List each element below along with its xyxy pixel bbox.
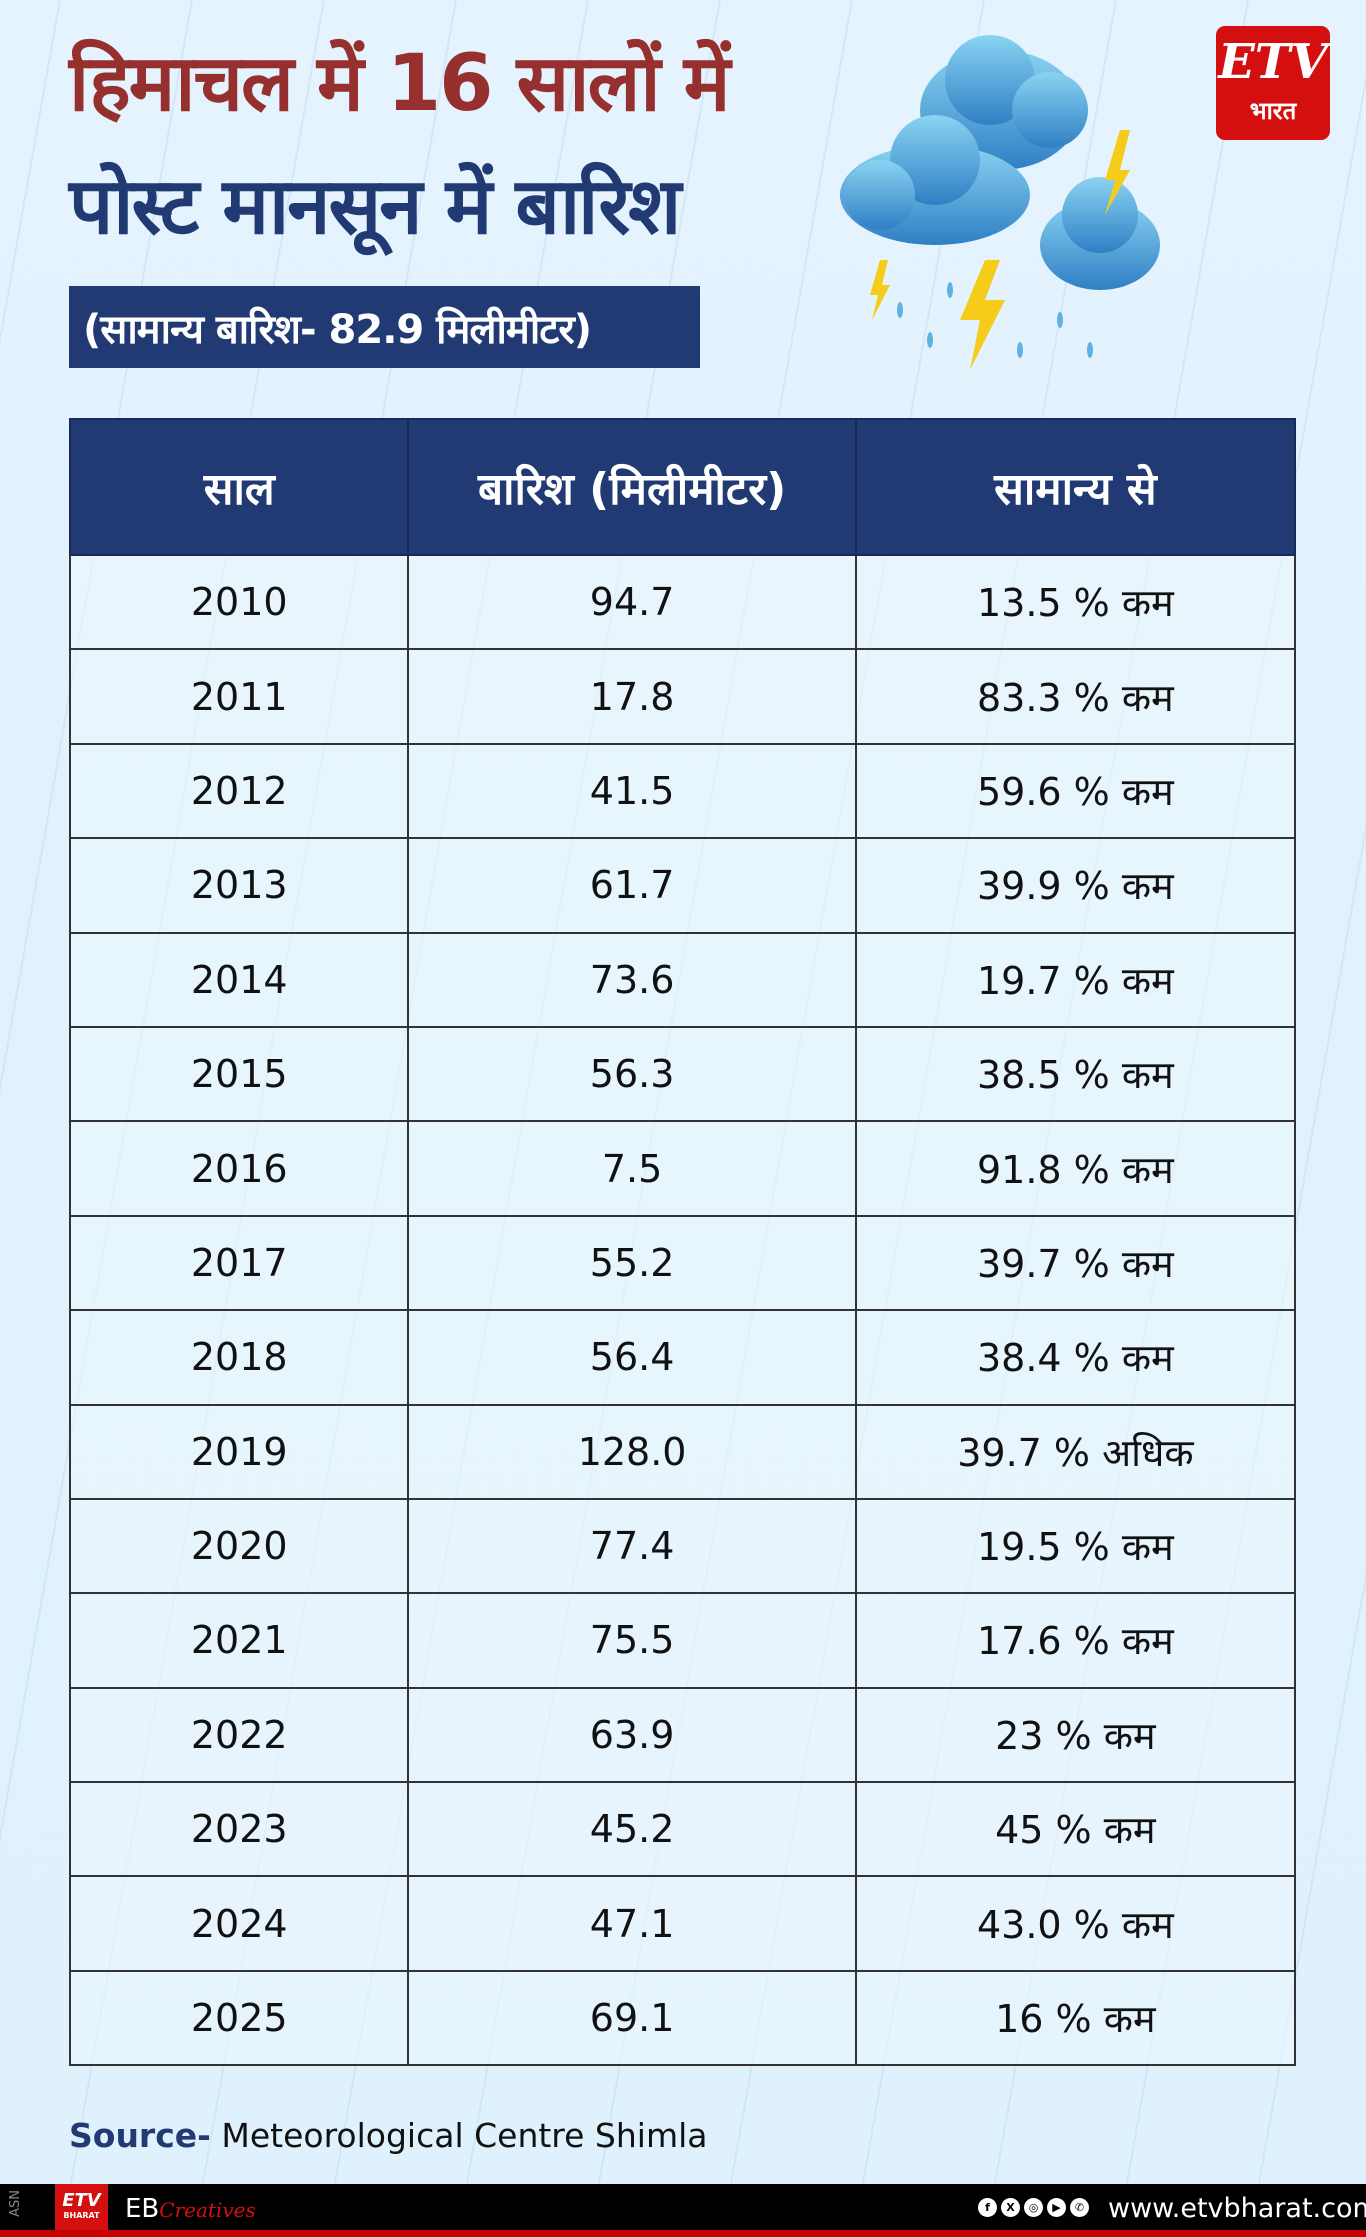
footer-etv-logo: ETV BHARAT xyxy=(55,2184,108,2230)
cell-vs-normal: 43.0 % कम xyxy=(854,1875,1297,1972)
table-row: 2023 45.2 45 % कम xyxy=(68,1781,1297,1878)
cell-rainfall: 45.2 xyxy=(407,1781,857,1878)
cell-year: 2019 xyxy=(68,1403,410,1500)
table-row: 2015 56.3 38.5 % कम xyxy=(68,1025,1297,1123)
cell-year: 2014 xyxy=(68,931,410,1028)
cell-vs-normal: 38.5 % कम xyxy=(854,1025,1297,1123)
header-rainfall: बारिश (मिलीमीटर) xyxy=(407,418,857,556)
cell-vs-normal: 39.9 % कम xyxy=(854,837,1297,934)
table-row: 2022 63.9 23 % कम xyxy=(68,1686,1297,1784)
cell-rainfall: 56.4 xyxy=(407,1309,857,1406)
cell-year: 2023 xyxy=(68,1781,410,1878)
cell-vs-normal: 83.3 % कम xyxy=(854,648,1297,745)
cell-rainfall: 47.1 xyxy=(407,1875,857,1972)
table-row: 2018 56.4 38.4 % कम xyxy=(68,1309,1297,1406)
creatives-text: Creatives xyxy=(159,2198,256,2222)
cell-vs-normal: 59.6 % कम xyxy=(854,742,1297,840)
social-icons: f X ◎ ▶ ✆ xyxy=(978,2198,1089,2217)
header-year: साल xyxy=(68,418,410,556)
table-row: 2014 73.6 19.7 % कम xyxy=(68,931,1297,1028)
cell-year: 2024 xyxy=(68,1875,410,1972)
cell-rainfall: 73.6 xyxy=(407,931,857,1028)
cell-rainfall: 69.1 xyxy=(407,1969,857,2067)
footer-logo-sub: BHARAT xyxy=(63,2211,100,2220)
cell-year: 2025 xyxy=(68,1969,410,2067)
table-row: 2021 75.5 17.6 % कम xyxy=(68,1592,1297,1689)
header-vs-normal: सामान्य से xyxy=(854,418,1297,556)
cell-vs-normal: 39.7 % कम xyxy=(854,1214,1297,1312)
table-row: 2010 94.7 13.5 % कम xyxy=(68,553,1297,651)
cell-year: 2016 xyxy=(68,1120,410,1217)
cell-vs-normal: 91.8 % कम xyxy=(854,1120,1297,1217)
cell-vs-normal: 19.5 % कम xyxy=(854,1497,1297,1595)
instagram-icon[interactable]: ◎ xyxy=(1024,2198,1043,2217)
cell-year: 2015 xyxy=(68,1025,410,1123)
facebook-icon[interactable]: f xyxy=(978,2198,997,2217)
table-header-row: साल बारिश (मिलीमीटर) सामान्य से xyxy=(68,418,1297,556)
table-row: 2012 41.5 59.6 % कम xyxy=(68,742,1297,840)
cell-rainfall: 94.7 xyxy=(407,553,857,651)
cell-rainfall: 61.7 xyxy=(407,837,857,934)
youtube-icon[interactable]: ▶ xyxy=(1047,2198,1066,2217)
cell-vs-normal: 38.4 % कम xyxy=(854,1309,1297,1406)
eb-creatives: EBCreatives xyxy=(125,2194,256,2224)
cell-vs-normal: 45 % कम xyxy=(854,1781,1297,1878)
cell-year: 2017 xyxy=(68,1214,410,1312)
table-row: 2024 47.1 43.0 % कम xyxy=(68,1875,1297,1972)
cell-year: 2010 xyxy=(68,553,410,651)
table-row: 2017 55.2 39.7 % कम xyxy=(68,1214,1297,1312)
footer-bar: ASN ETV BHARAT EBCreatives f X ◎ ▶ ✆ www.etvb… xyxy=(0,2184,1366,2237)
cell-rainfall: 41.5 xyxy=(407,742,857,840)
title-line-1: हिमाचल में 16 सालों में xyxy=(69,39,730,129)
table-row: 2025 69.1 16 % कम xyxy=(68,1969,1297,2067)
cell-year: 2013 xyxy=(68,837,410,934)
storm-clouds-icon xyxy=(840,35,1160,370)
etv-bharat-logo: ETV भारत xyxy=(1216,26,1330,140)
logo-brand: ETV xyxy=(1218,34,1328,90)
footer-red-strip xyxy=(0,2230,1366,2237)
cell-year: 2021 xyxy=(68,1592,410,1689)
whatsapp-icon[interactable]: ✆ xyxy=(1070,2198,1089,2217)
table-row: 2013 61.7 39.9 % कम xyxy=(68,837,1297,934)
cell-rainfall: 17.8 xyxy=(407,648,857,745)
source-note: Source- Meteorological Centre Shimla xyxy=(69,2116,708,2155)
table-row: 2016 7.5 91.8 % कम xyxy=(68,1120,1297,1217)
source-text: Meteorological Centre Shimla xyxy=(221,2116,708,2155)
cell-rainfall: 55.2 xyxy=(407,1214,857,1312)
cell-year: 2012 xyxy=(68,742,410,840)
cell-rainfall: 63.9 xyxy=(407,1686,857,1784)
cell-rainfall: 77.4 xyxy=(407,1497,857,1595)
cell-vs-normal: 13.5 % कम xyxy=(854,553,1297,651)
cell-vs-normal: 16 % कम xyxy=(854,1969,1297,2067)
footer-asn: ASN xyxy=(8,2190,23,2217)
source-label: Source- xyxy=(69,2116,211,2155)
logo-script: भारत xyxy=(1249,97,1297,125)
cell-rainfall: 128.0 xyxy=(407,1403,857,1500)
table-row: 2019 128.0 39.7 % अधिक xyxy=(68,1403,1297,1500)
cell-rainfall: 7.5 xyxy=(407,1120,857,1217)
x-icon[interactable]: X xyxy=(1001,2198,1020,2217)
cell-year: 2011 xyxy=(68,648,410,745)
website-link[interactable]: www.etvbharat.com xyxy=(1108,2193,1366,2224)
cell-rainfall: 75.5 xyxy=(407,1592,857,1689)
rainfall-table: साल बारिश (मिलीमीटर) सामान्य से 2010 94.7… xyxy=(68,418,1297,2067)
subtitle-normal-rainfall: (सामान्य बारिश- 82.9 मिलीमीटर) xyxy=(69,286,700,368)
cell-year: 2018 xyxy=(68,1309,410,1406)
table-row: 2020 77.4 19.5 % कम xyxy=(68,1497,1297,1595)
cell-year: 2022 xyxy=(68,1686,410,1784)
cell-vs-normal: 19.7 % कम xyxy=(854,931,1297,1028)
footer-logo-text: ETV xyxy=(62,2190,101,2211)
cell-vs-normal: 17.6 % कम xyxy=(854,1592,1297,1689)
cell-vs-normal: 39.7 % अधिक xyxy=(854,1403,1297,1500)
title-line-2: पोस्ट मानसून में बारिश xyxy=(69,162,681,252)
table-row: 2011 17.8 83.3 % कम xyxy=(68,648,1297,745)
cell-year: 2020 xyxy=(68,1497,410,1595)
cell-rainfall: 56.3 xyxy=(407,1025,857,1123)
eb-text: EB xyxy=(125,2194,160,2224)
cell-vs-normal: 23 % कम xyxy=(854,1686,1297,1784)
